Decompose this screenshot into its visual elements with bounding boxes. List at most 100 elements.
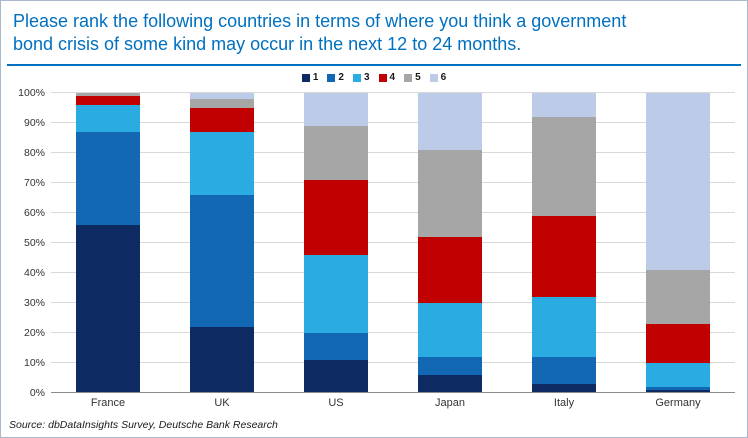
bar-segment-rank-6 — [418, 92, 482, 150]
legend-swatch — [429, 73, 438, 82]
chart-legend: 1 2 3 4 5 6 — [1, 71, 747, 85]
bar-segment-rank-1 — [418, 374, 482, 393]
stacked-bar-italy — [532, 92, 596, 393]
bar-segment-rank-4 — [646, 323, 710, 363]
bar-segment-rank-3 — [304, 254, 368, 333]
chart-title-line2: bond crisis of some kind may occur in th… — [13, 34, 522, 55]
stacked-bar-us — [304, 92, 368, 393]
bar-segment-rank-5 — [76, 92, 140, 96]
y-tick-label: 90% — [23, 116, 45, 129]
bar-segment-rank-2 — [304, 332, 368, 360]
x-axis-line — [51, 391, 735, 393]
gridline — [51, 181, 735, 183]
bar-segment-rank-5 — [532, 116, 596, 216]
bar-segment-rank-1 — [532, 383, 596, 393]
x-tick-label: France — [90, 396, 126, 409]
legend-swatch — [378, 73, 387, 82]
bar-segment-rank-3 — [418, 302, 482, 357]
chart-title: Please rank the following countries in t… — [13, 10, 735, 57]
legend-label: 5 — [415, 72, 421, 84]
bar-slot — [51, 92, 165, 393]
bar-segment-rank-5 — [190, 98, 254, 108]
bar-segment-rank-2 — [418, 356, 482, 375]
plot-area: 0% 10% 20% 30% 40% 50% 60% 70% 80% 90% 100% — [18, 87, 735, 399]
y-tick-label: 30% — [23, 296, 45, 309]
gridline — [51, 361, 735, 363]
bar-segment-rank-4 — [532, 215, 596, 297]
stacked-bar-france — [76, 92, 140, 393]
gridline — [51, 151, 735, 153]
x-tick-label: US — [328, 396, 344, 409]
legend-item: 5 — [404, 72, 421, 83]
legend-item: 4 — [378, 72, 396, 84]
y-tick-label: 40% — [23, 266, 45, 279]
gridline — [51, 211, 735, 213]
y-tick-label: 70% — [23, 176, 45, 189]
bar-segment-rank-4 — [76, 95, 140, 105]
legend-item: 3 — [352, 72, 370, 84]
bar-segment-rank-6 — [646, 92, 710, 270]
bar-segment-rank-1 — [646, 389, 710, 393]
source-note: Source: dbDataInsights Survey, Deutsche … — [9, 418, 278, 431]
bar-segment-rank-4 — [190, 107, 254, 132]
y-tick-label: 60% — [23, 206, 45, 219]
bar-segment-rank-4 — [304, 179, 368, 255]
x-tick-label: Italy — [553, 396, 575, 409]
legend-item: 6 — [429, 72, 447, 84]
bar-slot — [621, 92, 735, 393]
bar-segment-rank-5 — [304, 125, 368, 180]
chart-title-line1: Please rank the following countries in t… — [13, 11, 627, 31]
legend-label: 4 — [389, 72, 396, 84]
y-tick-label: 50% — [23, 236, 45, 249]
bar-slot — [165, 92, 279, 393]
bar-slot — [279, 92, 393, 393]
y-tick-label: 20% — [23, 326, 45, 339]
y-tick-label: 100% — [18, 86, 45, 99]
bar-segment-rank-3 — [646, 362, 710, 387]
stacked-bar-uk — [190, 92, 254, 393]
legend-swatch — [327, 73, 336, 82]
legend-swatch — [301, 73, 310, 82]
gridline — [51, 271, 735, 273]
gridline — [51, 121, 735, 123]
bar-segment-rank-2 — [646, 386, 710, 390]
legend-swatch — [404, 73, 413, 82]
y-tick-label: 10% — [23, 356, 45, 369]
bar-segment-rank-1 — [76, 224, 140, 393]
bar-segment-rank-2 — [190, 194, 254, 327]
x-tick-label: Japan — [435, 396, 465, 409]
title-divider — [7, 63, 741, 66]
y-tick-label: 0% — [29, 386, 45, 399]
bar-segment-rank-6 — [532, 92, 596, 117]
x-axis-labels: France UK US Japan Italy Germany — [51, 397, 735, 409]
bar-segment-rank-6 — [190, 92, 254, 99]
legend-label: 6 — [440, 72, 447, 84]
x-tick-label: Germany — [655, 396, 701, 409]
legend-label: 3 — [363, 72, 370, 84]
legend-item: 2 — [327, 72, 344, 83]
bars-container — [51, 92, 735, 393]
x-tick-label: UK — [214, 396, 230, 409]
bar-segment-rank-3 — [190, 131, 254, 195]
y-tick-label: 80% — [23, 146, 45, 159]
gridline — [51, 331, 735, 333]
gridline — [51, 301, 735, 303]
gridline — [51, 91, 735, 93]
legend-item: 1 — [301, 72, 319, 84]
bar-segment-rank-3 — [76, 104, 140, 132]
bar-segment-rank-1 — [190, 326, 254, 393]
bar-segment-rank-5 — [646, 269, 710, 324]
legend-label: 1 — [312, 72, 319, 84]
stacked-bar-germany — [646, 92, 710, 393]
bar-segment-rank-3 — [532, 296, 596, 357]
gridline — [51, 241, 735, 243]
bar-slot — [393, 92, 507, 393]
bar-segment-rank-4 — [418, 236, 482, 303]
legend-swatch — [352, 73, 361, 82]
bar-segment-rank-2 — [532, 356, 596, 384]
bar-segment-rank-2 — [76, 131, 140, 225]
stacked-bar-japan — [418, 92, 482, 393]
bar-slot — [507, 92, 621, 393]
legend-label: 2 — [338, 72, 344, 84]
